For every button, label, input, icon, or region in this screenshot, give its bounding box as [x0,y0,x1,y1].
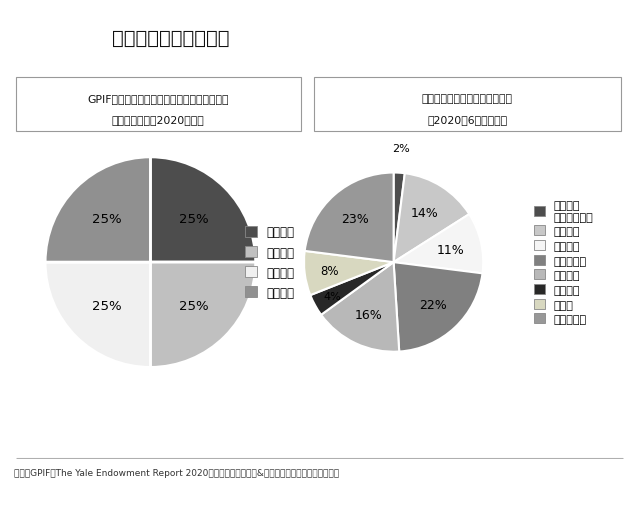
Text: 25%: 25% [92,299,122,312]
Wedge shape [304,251,394,295]
Text: 23%: 23% [341,213,369,226]
Text: 機関投資家の資産配分: 機関投資家の資産配分 [112,29,230,48]
Wedge shape [45,263,150,368]
Wedge shape [150,158,255,263]
Text: GPIF（年金積立金管理運用独立行政法人）の: GPIF（年金積立金管理運用独立行政法人）の [87,93,229,104]
Text: 25%: 25% [179,299,209,312]
Wedge shape [394,173,405,263]
Text: 11%: 11% [436,243,464,257]
Wedge shape [394,174,469,263]
Text: 25%: 25% [92,213,122,226]
Text: 米国エール大学基金の資産配分: 米国エール大学基金の資産配分 [422,93,513,104]
Wedge shape [394,215,483,274]
Wedge shape [150,263,255,368]
Wedge shape [394,263,483,352]
Text: 基本資産配分（2020年度）: 基本資産配分（2020年度） [112,115,204,125]
Wedge shape [321,263,399,352]
Text: 22%: 22% [420,298,447,312]
Wedge shape [305,173,394,263]
Wedge shape [310,263,394,315]
Wedge shape [45,158,150,263]
Text: 出所：GPIF、The Yale Endowment Report 2020より、中浜リサーチ&コンサルティング株式会社作成: 出所：GPIF、The Yale Endowment Report 2020より… [14,468,339,477]
Text: 図表3-2: 図表3-2 [35,32,80,46]
Text: 8%: 8% [321,264,339,277]
Text: 16%: 16% [355,309,383,322]
Text: 14%: 14% [411,207,438,220]
Text: 2%: 2% [392,143,410,154]
Text: 4%: 4% [323,291,341,301]
Legend: 国内債券
（現金含む）, 国内株式, 外国株式, 絶対収益型, 企業買収, 天然資源, 不動産, 未公開株式: 国内債券 （現金含む）, 国内株式, 外国株式, 絶対収益型, 企業買収, 天然… [529,196,598,329]
Legend: 国内債券, 国内株式, 外国債券, 外国株式: 国内債券, 国内株式, 外国債券, 外国株式 [241,221,299,304]
Text: 25%: 25% [179,213,209,226]
Text: （2020年6月末時点）: （2020年6月末時点） [427,115,508,125]
